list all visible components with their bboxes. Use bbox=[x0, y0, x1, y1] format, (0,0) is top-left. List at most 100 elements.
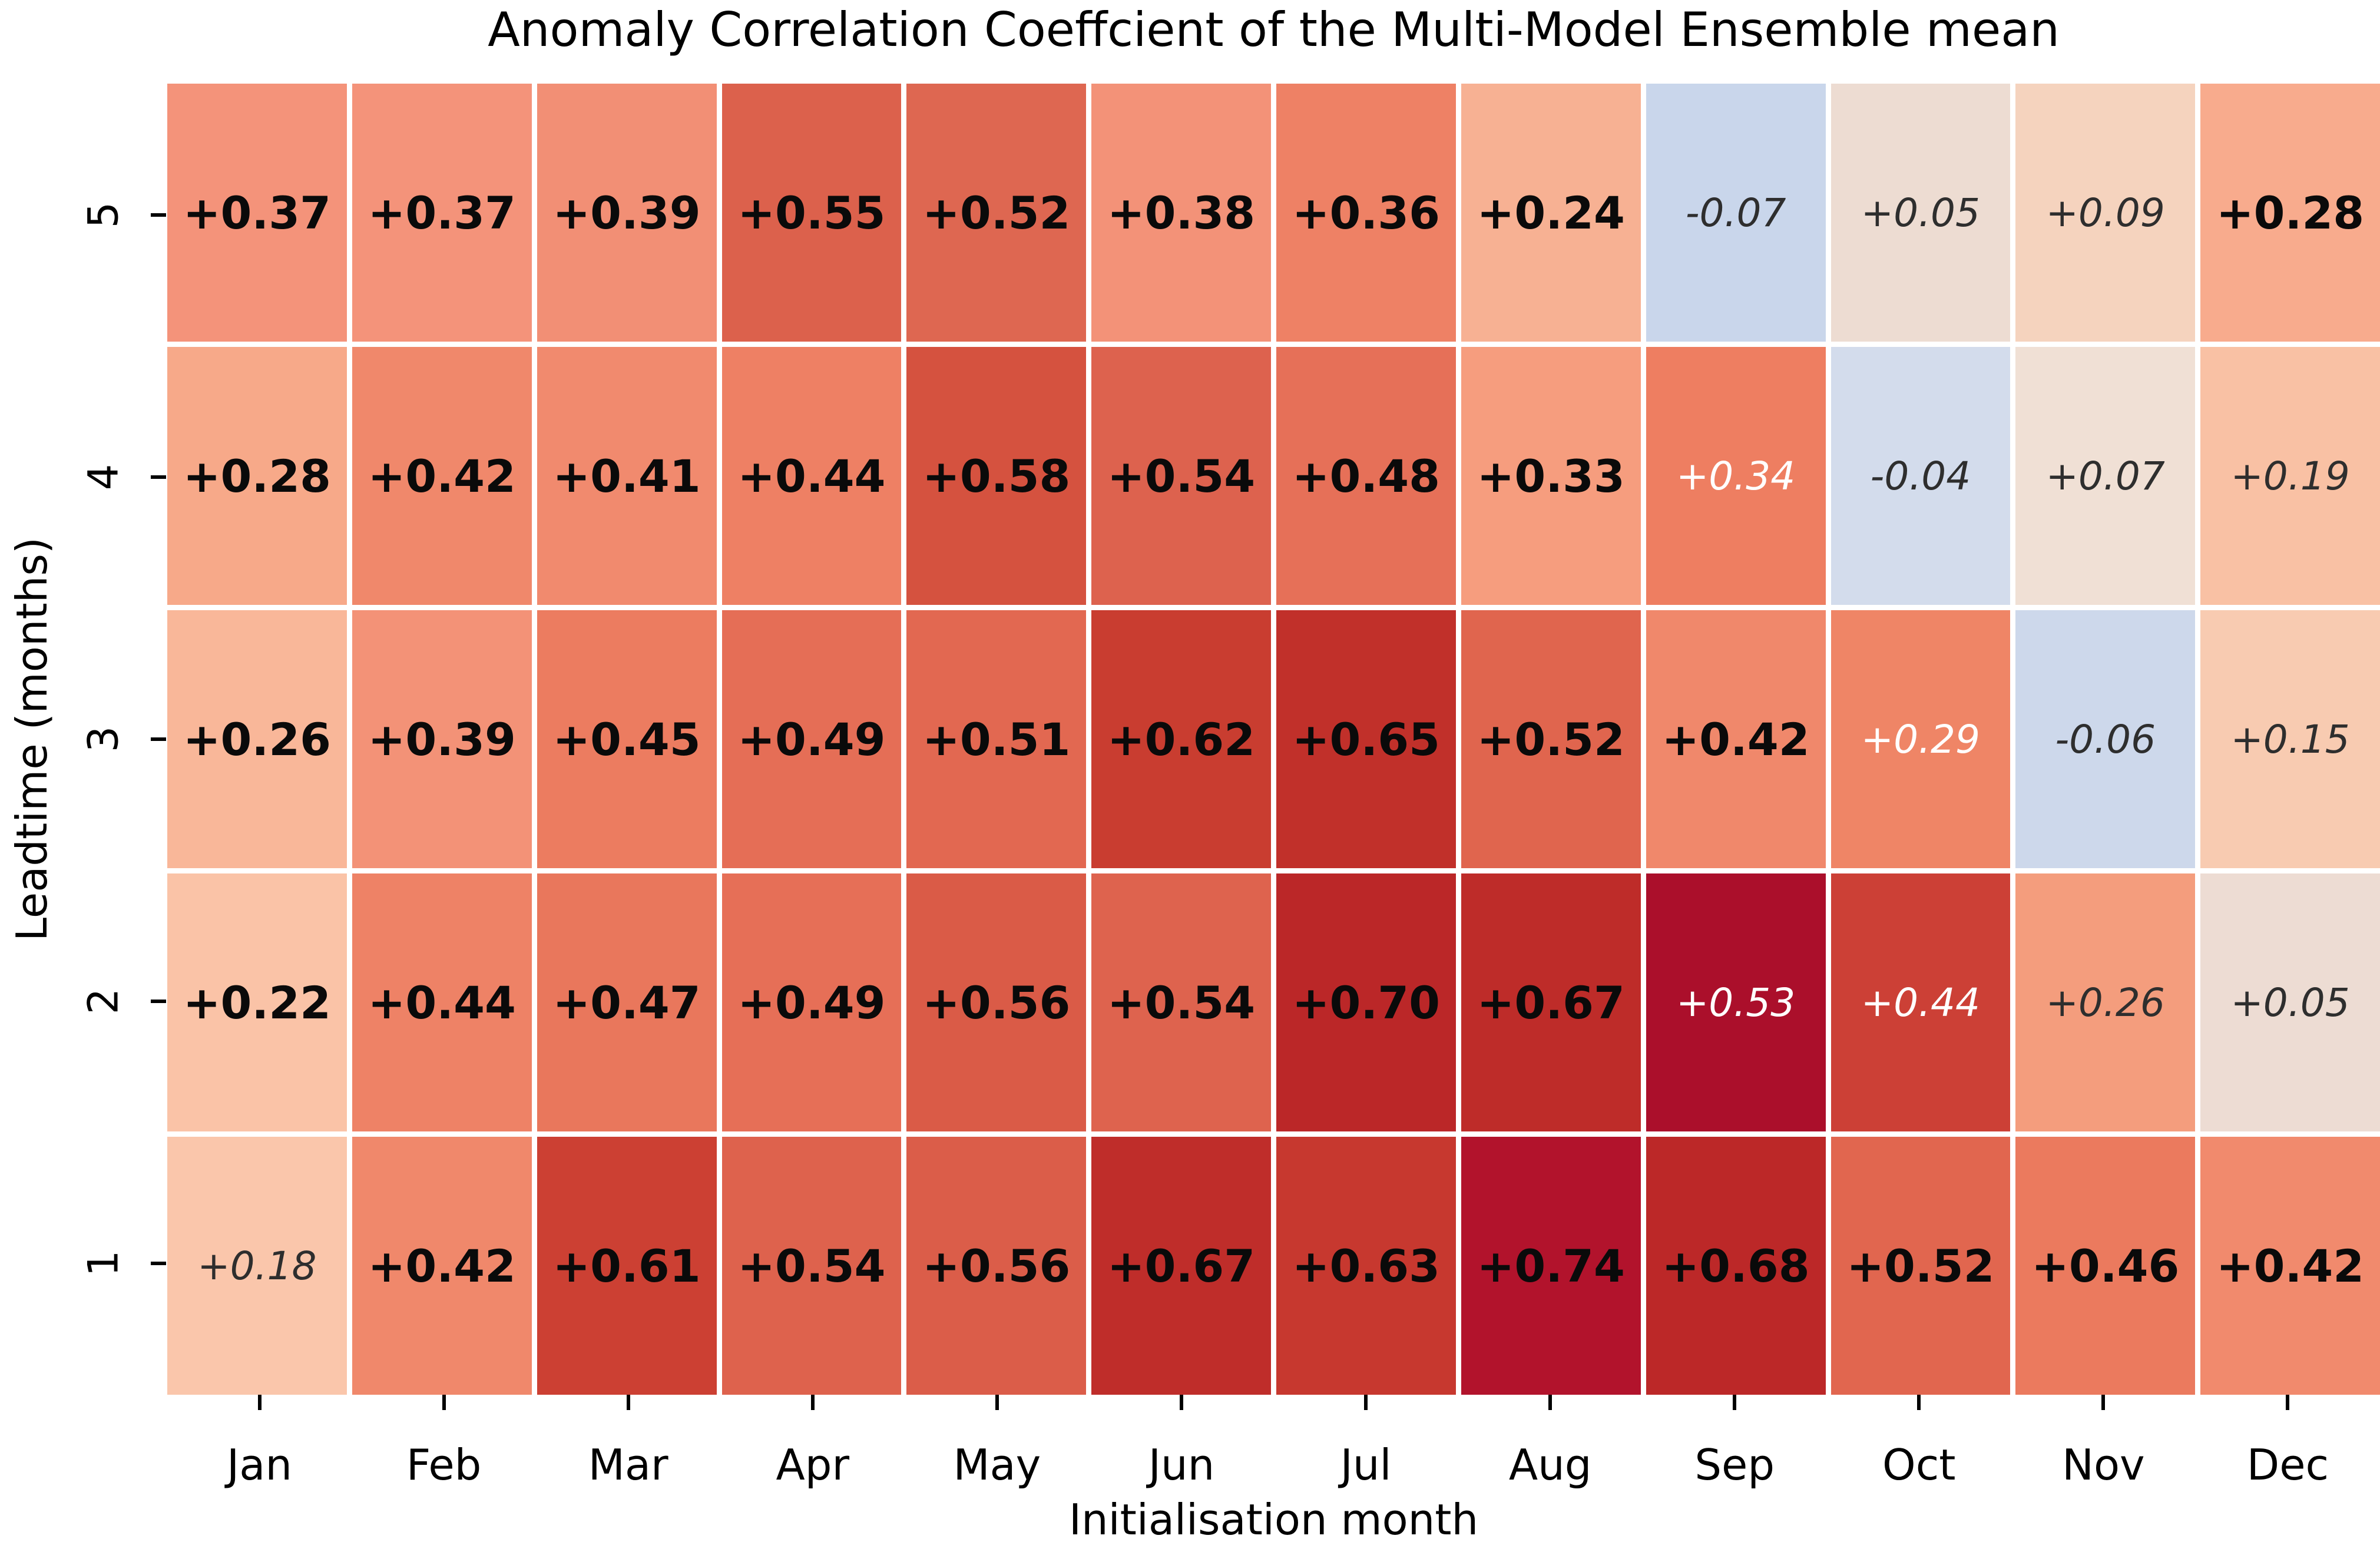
cell-value: +0.41 bbox=[552, 449, 701, 502]
x-tick-label: Apr bbox=[776, 1440, 850, 1490]
cell-value: +0.39 bbox=[368, 713, 516, 766]
cell-value: +0.70 bbox=[1292, 976, 1441, 1029]
cell-value: +0.48 bbox=[1292, 449, 1441, 502]
cell-value: +0.47 bbox=[552, 976, 701, 1029]
heatmap-cell: +0.45 bbox=[537, 610, 717, 868]
heatmap-cell: +0.56 bbox=[906, 873, 1087, 1131]
cell-value: +0.54 bbox=[737, 1239, 886, 1292]
x-tick-slot: Nov bbox=[2011, 1421, 2196, 1509]
cell-value: +0.44 bbox=[737, 449, 886, 502]
heatmap-cell: +0.48 bbox=[1276, 347, 1456, 605]
heatmap-cell: +0.22 bbox=[167, 873, 347, 1131]
heatmap-cell: +0.42 bbox=[352, 1137, 532, 1395]
x-tick-mark bbox=[2101, 1395, 2106, 1410]
x-tick-mark bbox=[442, 1395, 446, 1410]
y-tick-mark bbox=[151, 737, 166, 741]
cell-value: +0.42 bbox=[368, 449, 516, 502]
x-axis-tick-labels: Jan Feb Mar Apr May Jun Jul Aug Sep Oct Nov Dec bbox=[167, 1421, 2380, 1509]
y-tick-label: 1 bbox=[78, 1250, 127, 1277]
cell-value: +0.56 bbox=[922, 1239, 1071, 1292]
cell-value: +0.62 bbox=[1107, 713, 1256, 766]
cell-value: +0.05 bbox=[2230, 979, 2350, 1025]
cell-value: +0.44 bbox=[368, 976, 516, 1029]
heatmap-cell: -0.06 bbox=[2015, 610, 2196, 868]
cell-value: +0.26 bbox=[2045, 979, 2165, 1025]
cell-value: +0.49 bbox=[737, 976, 886, 1029]
cell-value: +0.34 bbox=[1676, 453, 1796, 499]
cell-value: +0.19 bbox=[2230, 453, 2350, 499]
y-tick-mark-slot bbox=[147, 84, 166, 346]
y-tick-slot: 5 bbox=[65, 84, 141, 346]
y-tick-label: 4 bbox=[78, 464, 127, 491]
cell-value: +0.53 bbox=[1676, 979, 1796, 1025]
y-tick-mark bbox=[151, 213, 166, 217]
x-tick-mark bbox=[1548, 1395, 1553, 1410]
heatmap-cell: +0.53 bbox=[1646, 873, 1826, 1131]
y-tick-label: 5 bbox=[78, 201, 127, 228]
heatmap-cell: +0.44 bbox=[1830, 873, 2011, 1131]
y-tick-mark bbox=[151, 1000, 166, 1004]
x-tick-mark-slot bbox=[167, 1395, 352, 1411]
heatmap-cell: -0.04 bbox=[1830, 347, 2011, 605]
cell-value: +0.52 bbox=[922, 186, 1071, 239]
heatmap-cell: +0.67 bbox=[1091, 1137, 1271, 1395]
cell-value: +0.37 bbox=[183, 186, 332, 239]
x-tick-mark bbox=[1364, 1395, 1368, 1410]
y-tick-mark-slot bbox=[147, 608, 166, 870]
heatmap-cell: +0.46 bbox=[2015, 1137, 2196, 1395]
cell-value: +0.52 bbox=[1477, 713, 1625, 766]
heatmap-cell: +0.70 bbox=[1276, 873, 1456, 1131]
heatmap-cell: +0.38 bbox=[1091, 84, 1271, 342]
heatmap-cell: +0.42 bbox=[2200, 1137, 2380, 1395]
x-tick-slot: Sep bbox=[1643, 1421, 1827, 1509]
x-tick-mark-slot bbox=[1458, 1395, 1643, 1411]
heatmap-cell: +0.29 bbox=[1830, 610, 2011, 868]
cell-value: +0.45 bbox=[552, 713, 701, 766]
heatmap-cell: +0.37 bbox=[167, 84, 347, 342]
x-tick-mark-slot bbox=[2011, 1395, 2196, 1411]
heatmap-cell: +0.28 bbox=[2200, 84, 2380, 342]
cell-value: -0.04 bbox=[1870, 453, 1971, 499]
cell-value: +0.09 bbox=[2045, 190, 2165, 236]
x-tick-label: Jan bbox=[227, 1440, 293, 1490]
cell-value: +0.07 bbox=[2045, 453, 2165, 499]
cell-value: +0.33 bbox=[1477, 449, 1625, 502]
heatmap-cell: +0.36 bbox=[1276, 84, 1456, 342]
heatmap-cell: -0.07 bbox=[1646, 84, 1826, 342]
cell-value: -0.07 bbox=[1685, 190, 1786, 236]
cell-value: +0.38 bbox=[1107, 186, 1256, 239]
cell-value: +0.61 bbox=[552, 1239, 701, 1292]
cell-value: +0.05 bbox=[1861, 190, 1981, 236]
y-tick-label: 2 bbox=[78, 988, 127, 1015]
cell-value: +0.28 bbox=[183, 449, 332, 502]
x-tick-slot: Mar bbox=[536, 1421, 720, 1509]
heatmap-cell: +0.24 bbox=[1461, 84, 1641, 342]
x-tick-mark-slot bbox=[352, 1395, 536, 1411]
y-tick-slot: 2 bbox=[65, 871, 141, 1133]
cell-value: +0.65 bbox=[1292, 713, 1441, 766]
heatmap-cell: +0.19 bbox=[2200, 347, 2380, 605]
x-tick-mark-slot bbox=[1089, 1395, 1273, 1411]
x-tick-label: Jul bbox=[1340, 1440, 1392, 1490]
x-tick-mark bbox=[810, 1395, 815, 1410]
heatmap-cell: +0.05 bbox=[1830, 84, 2011, 342]
heatmap-cell: +0.26 bbox=[167, 610, 347, 868]
heatmap-cell: +0.28 bbox=[167, 347, 347, 605]
x-tick-mark bbox=[1733, 1395, 1737, 1410]
x-tick-mark-slot bbox=[1274, 1395, 1458, 1411]
x-tick-label: May bbox=[953, 1440, 1041, 1490]
cell-value: +0.58 bbox=[922, 449, 1071, 502]
heatmap-cell: +0.44 bbox=[721, 347, 902, 605]
cell-value: +0.26 bbox=[183, 713, 332, 766]
y-tick-mark bbox=[151, 475, 166, 479]
heatmap-cell: +0.44 bbox=[352, 873, 532, 1131]
cell-value: +0.67 bbox=[1107, 1239, 1256, 1292]
cell-value: +0.46 bbox=[2031, 1239, 2180, 1292]
y-tick-mark-slot bbox=[147, 871, 166, 1133]
x-tick-mark-slot bbox=[2196, 1395, 2380, 1411]
chart-title: Anomaly Correlation Coeffcient of the Mu… bbox=[488, 2, 2060, 57]
heatmap-cell: +0.63 bbox=[1276, 1137, 1456, 1395]
heatmap-cell: +0.33 bbox=[1461, 347, 1641, 605]
y-tick-slot: 1 bbox=[65, 1133, 141, 1395]
